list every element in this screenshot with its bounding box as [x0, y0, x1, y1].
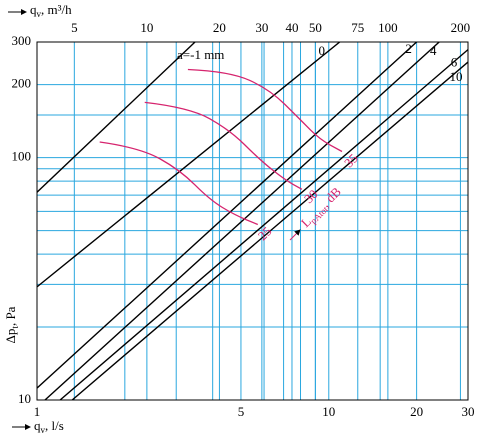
series-label: 4: [430, 43, 437, 58]
grid: [36, 41, 469, 401]
y-axis-label: Δpt, Pa: [3, 306, 20, 343]
x2-axis-label: qv, m³/h: [30, 2, 72, 19]
series-line: [37, 42, 418, 389]
y-tick-label: 10: [18, 391, 31, 406]
series-line: [37, 42, 196, 193]
series-label: a=-1 mm: [177, 47, 224, 62]
x-tick-label: 20: [410, 404, 423, 419]
series-label: 2: [405, 41, 412, 56]
x-tick-label: 10: [322, 404, 335, 419]
series-label: 0: [318, 43, 325, 58]
x-tick-label: 5: [238, 404, 245, 419]
x2-tick-label: 50: [309, 20, 322, 35]
series-line: [71, 61, 468, 400]
series-label: 10: [450, 69, 463, 84]
x-tick-label: 30: [462, 404, 475, 419]
plot-area: [37, 42, 468, 400]
y-tick-label: 100: [12, 149, 32, 164]
x2-tick-label: 5: [71, 20, 78, 35]
x2-tick-label: 20: [213, 20, 226, 35]
x2-tick-label: 100: [378, 20, 398, 35]
series-label: 30: [301, 186, 321, 206]
series-line: [99, 141, 259, 226]
x2-tick-label: 40: [285, 20, 298, 35]
plot-frame: [36, 41, 469, 401]
series-line: [59, 49, 468, 400]
y-tick-label: 200: [12, 76, 32, 91]
x-axis-label: qv, l/s: [34, 418, 64, 435]
x2-tick-label: 200: [451, 20, 471, 35]
series-line: [44, 42, 440, 400]
series-line: [37, 42, 341, 288]
x2-tick-label: 10: [140, 20, 153, 35]
series-line: [144, 101, 303, 190]
series-label: 25: [255, 223, 275, 243]
x2-tick-label: 30: [255, 20, 268, 35]
series-label: 6: [451, 55, 458, 70]
x2-tick-label: 75: [351, 20, 364, 35]
series-line: [187, 68, 343, 153]
arrow: [289, 229, 301, 241]
y-tick-label: 300: [12, 33, 32, 48]
x-tick-label: 1: [34, 404, 41, 419]
